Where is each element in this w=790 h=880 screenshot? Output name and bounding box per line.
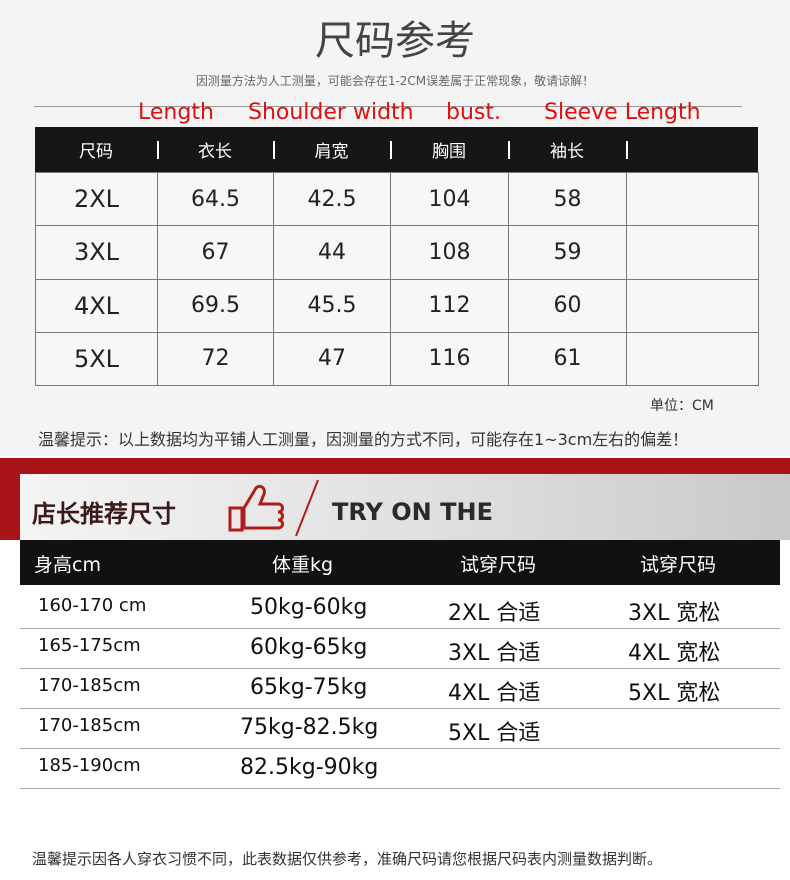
- table-cell: 45.5: [273, 278, 391, 333]
- header-row: [20, 540, 780, 585]
- header-separator: [508, 141, 510, 159]
- column-header: 衣长: [198, 142, 232, 162]
- table-cell: 170-185cm: [38, 715, 141, 736]
- column-header: 尺码: [79, 142, 113, 162]
- table-cell: 2XL: [35, 172, 158, 227]
- column-header: 体重kg: [272, 554, 334, 576]
- table-cell: 72: [157, 331, 274, 386]
- thumb-icon: [228, 479, 319, 537]
- annotation-label: bust.: [446, 100, 501, 125]
- header-separator: [390, 141, 392, 159]
- header-separator: [157, 141, 159, 159]
- table-cell: 160-170 cm: [38, 595, 147, 616]
- table-cell: 3XL: [35, 225, 158, 280]
- table-cell: 170-185cm: [38, 675, 141, 696]
- column-header: 肩宽: [314, 142, 349, 162]
- row-separator: [20, 748, 780, 749]
- table-cell: 116: [390, 331, 509, 386]
- banner-subtitle: TRY ON THE: [332, 498, 493, 526]
- subtitle: 因测量方法为人工测量，可能会存在1-2CM误差属于正常现象，敬请谅解！: [195, 74, 595, 88]
- banner-panel: [20, 474, 790, 540]
- table-cell: 5XL: [35, 331, 158, 386]
- table-cell: 185-190cm: [38, 755, 141, 776]
- table-cell: 60kg-65kg: [250, 635, 368, 660]
- column-header: 胸围: [432, 142, 466, 162]
- table-cell: 59: [508, 225, 627, 280]
- table-cell: 3XL 合适: [448, 641, 541, 666]
- table-cell: 69.5: [157, 278, 274, 333]
- table-cell: 104: [390, 172, 509, 227]
- table-cell: 112: [390, 278, 509, 333]
- table-cell: 82.5kg-90kg: [240, 755, 379, 780]
- title: 尺码参考: [315, 18, 475, 64]
- annotation-label: Length: [138, 100, 214, 125]
- table-cell: [626, 225, 759, 280]
- table-cell: 5XL 宽松: [628, 681, 721, 706]
- row-separator: [20, 708, 780, 709]
- table-cell: 3XL 宽松: [628, 601, 721, 626]
- annotation-label: Sleeve Length: [544, 100, 701, 125]
- table-cell: 165-175cm: [38, 635, 141, 656]
- column-header: 试穿尺码: [640, 554, 717, 576]
- table-cell: 60: [508, 278, 627, 333]
- table-cell: 47: [273, 331, 391, 386]
- banner-title: 店长推荐尺寸: [32, 500, 176, 528]
- annotation-label: Shoulder width: [248, 100, 414, 125]
- column-header: 袖长: [550, 142, 584, 162]
- table-cell: [626, 172, 759, 227]
- table-cell: 64.5: [157, 172, 274, 227]
- row-separator: [20, 788, 780, 789]
- column-header: 身高cm: [34, 554, 101, 576]
- table-cell: 42.5: [273, 172, 391, 227]
- table-cell: 75kg-82.5kg: [240, 715, 379, 740]
- table-cell: 5XL 合适: [448, 721, 541, 746]
- header-separator: [273, 141, 275, 159]
- row-separator: [20, 628, 780, 629]
- table-cell: 108: [390, 225, 509, 280]
- table-cell: 4XL: [35, 278, 158, 333]
- header-separator: [626, 141, 628, 159]
- table-cell: 65kg-75kg: [250, 675, 368, 700]
- unit: 单位：CM: [650, 398, 714, 414]
- table-cell: 61: [508, 331, 627, 386]
- table-cell: 58: [508, 172, 627, 227]
- table-cell: 50kg-60kg: [250, 595, 368, 620]
- footer-note: 温馨提示因各人穿衣习惯不同，此表数据仅供参考，准确尺码请您根据尺码表内测量数据判…: [32, 850, 663, 868]
- table-cell: 4XL 合适: [448, 681, 541, 706]
- table-header-bg: [35, 127, 758, 172]
- table-cell: 44: [273, 225, 391, 280]
- row-separator: [20, 668, 780, 669]
- table-cell: [626, 331, 759, 386]
- table-cell: 2XL 合适: [448, 601, 541, 626]
- table-cell: [626, 278, 759, 333]
- note: 温馨提示：以上数据均为平铺人工测量，因测量的方式不同，可能存在1~3cm左右的偏…: [38, 430, 689, 449]
- table-cell: 4XL 宽松: [628, 641, 721, 666]
- column-header: 试穿尺码: [460, 554, 537, 576]
- divider: [34, 106, 742, 107]
- table-cell: 67: [157, 225, 274, 280]
